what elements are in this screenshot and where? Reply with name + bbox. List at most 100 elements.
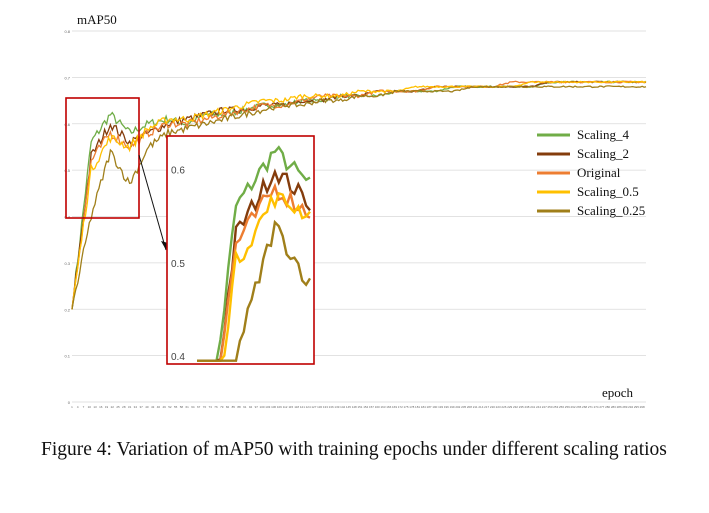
x-tick-label: 22 bbox=[111, 405, 115, 409]
x-tick-label: 100 bbox=[260, 405, 265, 409]
x-tick-label: 175 bbox=[404, 405, 409, 409]
x-tick-label: 211 bbox=[473, 405, 478, 409]
x-tick-label: 187 bbox=[427, 405, 432, 409]
x-tick-label: 214 bbox=[478, 405, 483, 409]
x-tick-label: 112 bbox=[283, 405, 288, 409]
x-tick-label: 61 bbox=[186, 405, 190, 409]
x-tick-label: 280 bbox=[605, 405, 610, 409]
legend-label: Scaling_2 bbox=[577, 146, 629, 161]
x-tick-label: 283 bbox=[611, 405, 616, 409]
x-tick-label: 169 bbox=[392, 405, 397, 409]
y-tick-label: 0.4 bbox=[64, 215, 70, 220]
x-tick-label: 223 bbox=[496, 405, 501, 409]
x-tick-label: 208 bbox=[467, 405, 472, 409]
x-tick-label: 55 bbox=[174, 405, 178, 409]
x-tick-label: 241 bbox=[530, 405, 535, 409]
x-tick-label: 226 bbox=[501, 405, 506, 409]
x-tick-label: 19 bbox=[105, 405, 109, 409]
series-line-original bbox=[71, 80, 646, 310]
x-tick-label: 154 bbox=[363, 405, 368, 409]
x-tick-label: 205 bbox=[461, 405, 466, 409]
series-line-scaling-2 bbox=[71, 80, 647, 310]
x-tick-label: 43 bbox=[151, 405, 155, 409]
x-tick-labels: 1 4 7 10 13 16 19 22 25 28 31 34 37 40 43 46 49 52 55 58 61 6… bbox=[71, 405, 645, 409]
x-tick-label: 157 bbox=[369, 405, 374, 409]
x-tick-label: 124 bbox=[306, 405, 311, 409]
x-tick-label: 172 bbox=[398, 405, 403, 409]
x-tick-label: 7 bbox=[83, 405, 85, 409]
x-tick-label: 217 bbox=[484, 405, 489, 409]
legend-label: Scaling_4 bbox=[577, 127, 629, 142]
x-tick-label: 235 bbox=[519, 405, 524, 409]
x-tick-label: 166 bbox=[386, 405, 391, 409]
x-tick-label: 118 bbox=[294, 405, 299, 409]
x-tick-label: 229 bbox=[507, 405, 512, 409]
x-tick-label: 178 bbox=[409, 405, 414, 409]
x-tick-label: 31 bbox=[128, 405, 132, 409]
x-tick-label: 199 bbox=[450, 405, 455, 409]
x-tick-label: 82 bbox=[226, 405, 230, 409]
x-tick-label: 259 bbox=[565, 405, 570, 409]
x-tick-label: 277 bbox=[599, 405, 604, 409]
x-tick-label: 97 bbox=[255, 405, 259, 409]
series-line-scaling-4 bbox=[71, 80, 647, 310]
x-tick-label: 58 bbox=[180, 405, 184, 409]
x-tick-label: 274 bbox=[594, 405, 599, 409]
series-lines bbox=[71, 80, 647, 310]
x-tick-label: 37 bbox=[139, 405, 143, 409]
x-tick-label: 244 bbox=[536, 405, 541, 409]
x-tick-label: 10 bbox=[88, 405, 92, 409]
x-tick-label: 70 bbox=[203, 405, 207, 409]
x-tick-label: 250 bbox=[548, 405, 553, 409]
x-tick-label: 265 bbox=[576, 405, 581, 409]
y-tick-label: 0.5 bbox=[64, 168, 70, 173]
x-tick-label: 142 bbox=[340, 405, 345, 409]
y-axis-label: mAP50 bbox=[77, 12, 117, 27]
inset-y-tick-label: 0.6 bbox=[171, 166, 185, 177]
x-tick-label: 181 bbox=[415, 405, 420, 409]
x-tick-label: 193 bbox=[438, 405, 443, 409]
x-tick-label: 16 bbox=[99, 405, 103, 409]
x-tick-label: 139 bbox=[334, 405, 339, 409]
x-tick-label: 130 bbox=[317, 405, 322, 409]
inset-background bbox=[167, 136, 314, 364]
x-tick-label: 46 bbox=[157, 405, 161, 409]
y-tick-label: 0.7 bbox=[64, 75, 70, 80]
x-tick-label: 1 bbox=[71, 405, 73, 409]
x-axis-label: epoch bbox=[602, 385, 634, 400]
x-tick-label: 268 bbox=[582, 405, 587, 409]
x-tick-label: 196 bbox=[444, 405, 449, 409]
x-tick-label: 28 bbox=[122, 405, 126, 409]
y-tick-label: 0.3 bbox=[64, 261, 70, 266]
x-tick-label: 232 bbox=[513, 405, 518, 409]
inset-frame bbox=[166, 135, 315, 365]
x-tick-label: 52 bbox=[168, 405, 172, 409]
y-tick-labels: 0 0.1 0.2 0.3 0.4 0.5 0.6 0.7 0.8 bbox=[64, 29, 70, 405]
x-tick-label: 40 bbox=[145, 405, 149, 409]
x-tick-label: 163 bbox=[380, 405, 385, 409]
x-tick-label: 49 bbox=[162, 405, 166, 409]
x-tick-label: 79 bbox=[220, 405, 224, 409]
x-tick-label: 295 bbox=[634, 405, 639, 409]
x-tick-label: 190 bbox=[432, 405, 437, 409]
series-line-scaling-0-5 bbox=[71, 80, 647, 310]
x-tick-label: 145 bbox=[346, 405, 351, 409]
x-tick-label: 109 bbox=[277, 405, 282, 409]
x-tick-label: 136 bbox=[329, 405, 334, 409]
x-tick-label: 160 bbox=[375, 405, 380, 409]
figure-caption: Figure 4: Variation of mAP50 with traini… bbox=[41, 439, 667, 460]
legend-label: Scaling_0.5 bbox=[577, 184, 639, 199]
x-tick-label: 298 bbox=[640, 405, 645, 409]
x-tick-label: 151 bbox=[357, 405, 362, 409]
y-tick-label: 0.2 bbox=[64, 307, 70, 312]
legend: Scaling_4 Scaling_2 Original Scaling_0.5 Sca… bbox=[537, 127, 645, 218]
x-tick-label: 91 bbox=[243, 405, 247, 409]
x-tick-label: 34 bbox=[134, 405, 138, 409]
x-tick-label: 262 bbox=[571, 405, 576, 409]
legend-label: Original bbox=[577, 165, 621, 180]
x-tick-label: 64 bbox=[191, 405, 195, 409]
series-line-scaling-0-25 bbox=[71, 85, 647, 310]
x-tick-label: 289 bbox=[622, 405, 627, 409]
x-tick-label: 220 bbox=[490, 405, 495, 409]
x-tick-label: 4 bbox=[77, 405, 79, 409]
